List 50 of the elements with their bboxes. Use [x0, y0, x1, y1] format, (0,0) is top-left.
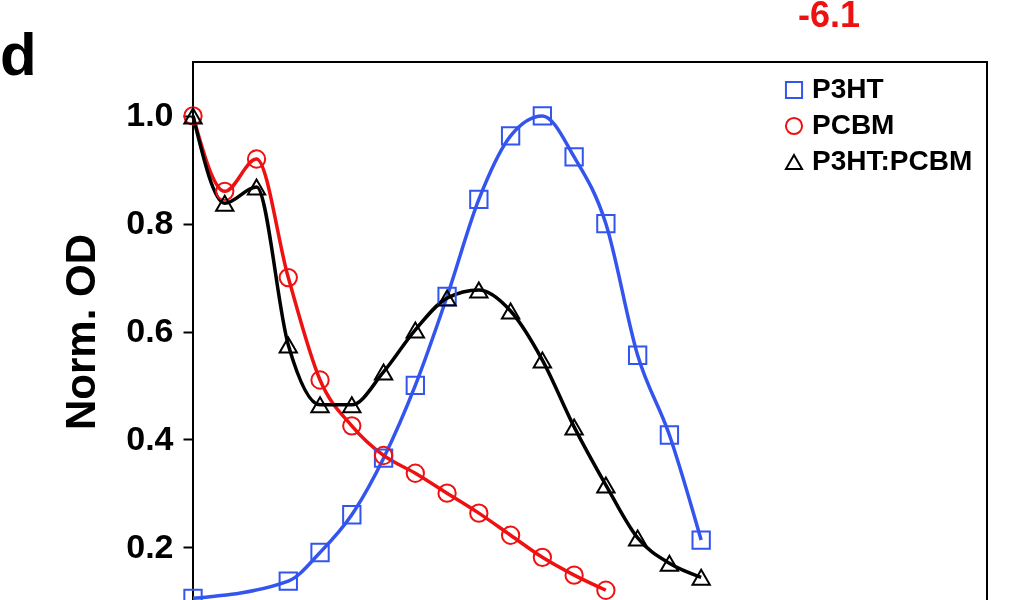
point — [691, 568, 711, 586]
text: -6.1 — [798, 0, 861, 36]
point — [310, 396, 330, 414]
point — [405, 375, 425, 396]
point — [596, 476, 616, 494]
point — [278, 267, 298, 288]
point — [500, 302, 521, 320]
point — [310, 542, 330, 563]
point — [469, 189, 489, 210]
text: d — [0, 20, 37, 89]
y-tick-label: 0.2 — [126, 526, 174, 565]
point — [469, 503, 489, 523]
point — [627, 345, 648, 365]
point — [278, 571, 298, 591]
point — [469, 281, 489, 299]
point — [596, 214, 616, 234]
legend-label: PCBM — [812, 109, 895, 140]
point — [500, 126, 521, 146]
point — [564, 565, 584, 585]
point — [310, 370, 330, 390]
point — [246, 178, 267, 196]
legend-label: P3HT — [812, 73, 884, 104]
point — [278, 336, 298, 354]
point — [627, 529, 648, 547]
point — [342, 396, 362, 414]
y-tick-label: 0.6 — [126, 311, 174, 349]
point — [532, 351, 553, 369]
point — [532, 106, 553, 126]
point — [596, 580, 616, 600]
y-tick-label: 0.8 — [126, 203, 174, 242]
point — [405, 463, 425, 483]
point — [342, 505, 362, 525]
point — [373, 363, 394, 381]
point — [564, 147, 584, 167]
y-tick-label: 1.0 — [126, 95, 174, 134]
point — [215, 194, 235, 212]
y-tick-label: 0.4 — [126, 418, 174, 457]
point — [532, 547, 553, 567]
point — [342, 416, 362, 436]
point — [659, 425, 680, 445]
point — [405, 321, 425, 339]
point — [691, 530, 711, 550]
point — [437, 483, 457, 503]
point — [215, 181, 235, 201]
point — [500, 525, 521, 545]
y-axis-title: Norm. OD — [57, 233, 105, 431]
point — [659, 554, 680, 572]
point — [564, 418, 584, 436]
legend-label: P3HT:PCBM — [812, 145, 973, 176]
point — [246, 149, 267, 169]
